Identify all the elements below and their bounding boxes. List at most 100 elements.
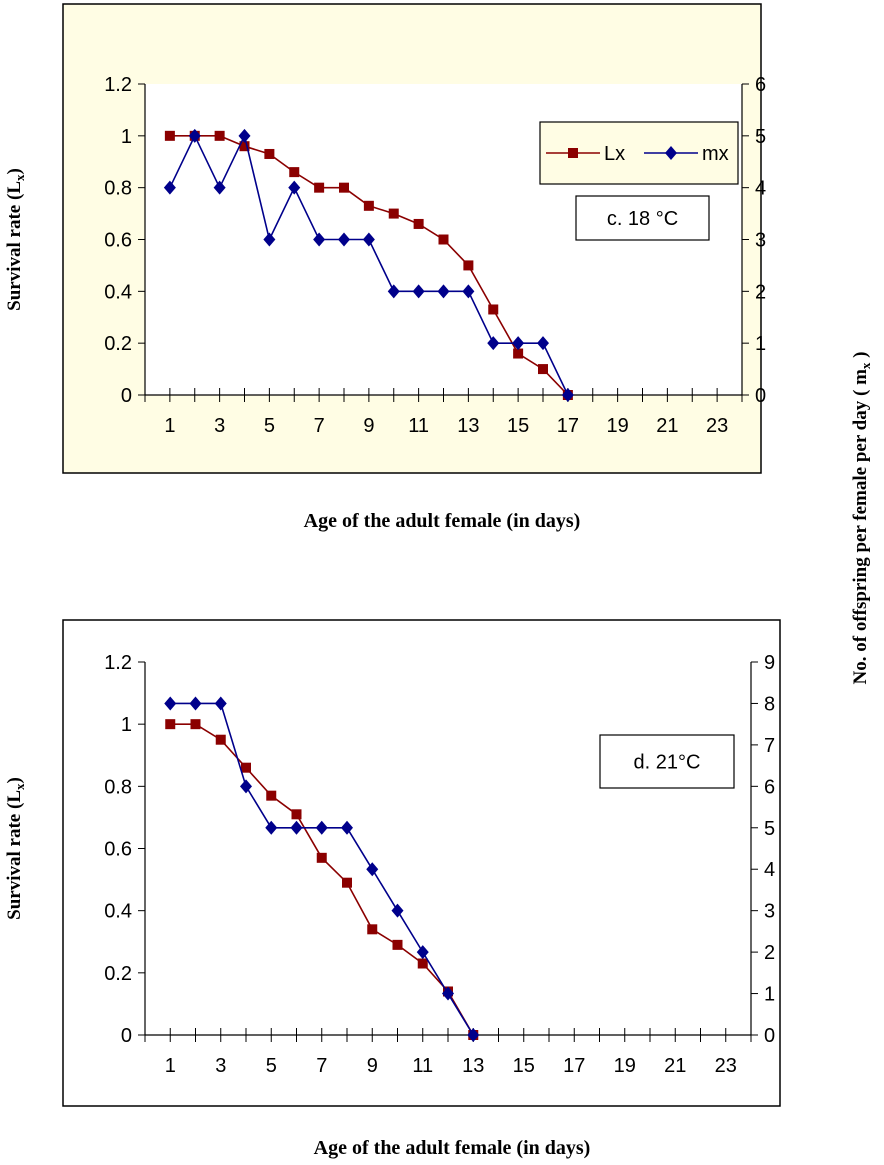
- y-right-tick-label: 3: [755, 230, 766, 252]
- y-left-tick-label: 0.2: [104, 333, 132, 355]
- data-point-diamond: [213, 180, 226, 195]
- x-tick-label: 11: [412, 1055, 433, 1077]
- data-point-square: [463, 260, 474, 271]
- x-tick-label: 17: [557, 415, 579, 437]
- x-tick-label: 5: [266, 1055, 277, 1077]
- x-tick-label: 3: [215, 1055, 226, 1077]
- data-point-diamond: [288, 180, 301, 195]
- data-point-square: [392, 939, 403, 950]
- data-point-square: [314, 182, 325, 193]
- data-point-square: [342, 877, 352, 888]
- data-point-square: [289, 167, 300, 178]
- data-point-diamond: [214, 696, 227, 711]
- data-point-square: [417, 958, 428, 969]
- y-left-tick-label: 1: [121, 126, 132, 148]
- x-tick-label: 9: [367, 1055, 378, 1077]
- data-point-diamond: [487, 336, 500, 351]
- x-axis-title: Age of the adult female (in days): [314, 1137, 591, 1159]
- x-tick-label: 19: [607, 415, 629, 437]
- data-point-square: [241, 762, 251, 773]
- data-point-square: [438, 234, 449, 245]
- y-axis-title-left: Survival rate (Lx): [4, 168, 27, 311]
- data-point-square: [215, 734, 226, 745]
- legend-box: [539, 121, 739, 185]
- chart-panel-2: 1 3 5 7 9 11 13 15 17 19 21 2300.20.40.60.811.20123…: [4, 619, 781, 1159]
- data-point-square: [388, 208, 399, 219]
- x-tick-label: 3: [214, 415, 225, 437]
- data-point-diamond: [338, 232, 350, 247]
- y-right-tick-label: 1: [764, 984, 775, 1006]
- data-point-square: [538, 364, 548, 375]
- data-point-square: [363, 200, 374, 211]
- x-tick-label: 9: [363, 415, 374, 437]
- data-point-diamond: [537, 336, 549, 351]
- legend: Lx mx: [539, 121, 739, 185]
- y-right-tick-label: 5: [764, 818, 775, 840]
- y-left-tick-label: 1: [121, 714, 132, 736]
- data-point-diamond: [437, 284, 450, 299]
- x-axis-title: Age of the adult female (in days): [304, 510, 581, 532]
- y-left-tick-label: 0.6: [104, 230, 132, 252]
- y-right-tick-label: 7: [764, 735, 775, 757]
- data-point-diamond: [467, 1028, 480, 1042]
- data-point-diamond: [240, 779, 252, 794]
- y-left-tick-label: 0: [121, 385, 132, 407]
- y-right-tick-label: 2: [755, 281, 766, 303]
- y-left-tick-label: 1.2: [104, 652, 132, 674]
- data-point-diamond: [387, 284, 400, 299]
- y-right-tick-label: 4: [755, 178, 766, 200]
- x-tick-label: 21: [664, 1055, 686, 1077]
- data-point-diamond: [391, 903, 404, 918]
- data-point-diamond: [416, 945, 429, 960]
- data-point-square: [316, 852, 327, 863]
- y-right-tick-label: 9: [764, 652, 775, 674]
- y-right-tick-label: 0: [764, 1025, 775, 1047]
- data-point-diamond: [362, 232, 375, 247]
- y-left-tick-label: 1.2: [104, 74, 132, 96]
- data-point-diamond: [238, 128, 251, 143]
- data-point-square: [165, 719, 176, 730]
- x-tick-label: 1: [165, 1055, 176, 1077]
- x-tick-label: 5: [264, 415, 275, 437]
- data-point-diamond: [315, 820, 328, 835]
- y-axis-title-right: No. of offspring per female per day ( mx…: [850, 352, 873, 685]
- chart-panel-1: 1 3 5 7 9 11 13 15 17 19 21 2300.20.40.60.811.20123…: [4, 3, 766, 532]
- data-point-diamond: [512, 336, 525, 351]
- x-tick-label: 11: [408, 415, 429, 437]
- plot-area: [145, 662, 751, 1035]
- data-point-square: [291, 809, 302, 820]
- data-point-square: [513, 348, 524, 359]
- y-left-tick-label: 0.4: [104, 901, 132, 923]
- data-point-square: [488, 304, 499, 315]
- data-point-diamond: [442, 986, 454, 1001]
- data-point-diamond: [561, 388, 574, 402]
- data-point-diamond: [265, 820, 278, 835]
- y-right-tick-label: 6: [755, 74, 766, 96]
- data-point-diamond: [462, 284, 475, 299]
- data-point-square: [164, 130, 175, 141]
- data-point-diamond: [163, 180, 176, 195]
- y-right-tick-label: 8: [764, 693, 775, 715]
- data-point-diamond: [188, 128, 201, 143]
- y-right-tick-label: 6: [764, 776, 775, 798]
- y-left-tick-label: 0.4: [104, 281, 132, 303]
- data-point-square: [239, 141, 250, 152]
- x-tick-label: 17: [563, 1055, 585, 1077]
- y-axis-title-left: Survival rate (Lx): [4, 777, 27, 920]
- data-point-square: [367, 924, 378, 935]
- y-right-tick-label: 1: [755, 333, 766, 355]
- data-point-square: [190, 719, 201, 730]
- legend-marker-lx: [568, 148, 578, 158]
- legend-label-lx: Lx: [604, 143, 625, 165]
- data-point-square: [264, 148, 275, 159]
- x-tick-label: 13: [462, 1055, 484, 1077]
- y-right-tick-label: 4: [764, 859, 775, 881]
- y-right-tick-label: 0: [755, 385, 766, 407]
- y-left-tick-label: 0.8: [104, 178, 132, 200]
- temperature-annotation: d. 21°C: [634, 752, 701, 774]
- x-tick-label: 23: [706, 415, 728, 437]
- x-tick-label: 1: [164, 415, 175, 437]
- data-point-diamond: [313, 232, 326, 247]
- x-tick-label: 15: [513, 1055, 535, 1077]
